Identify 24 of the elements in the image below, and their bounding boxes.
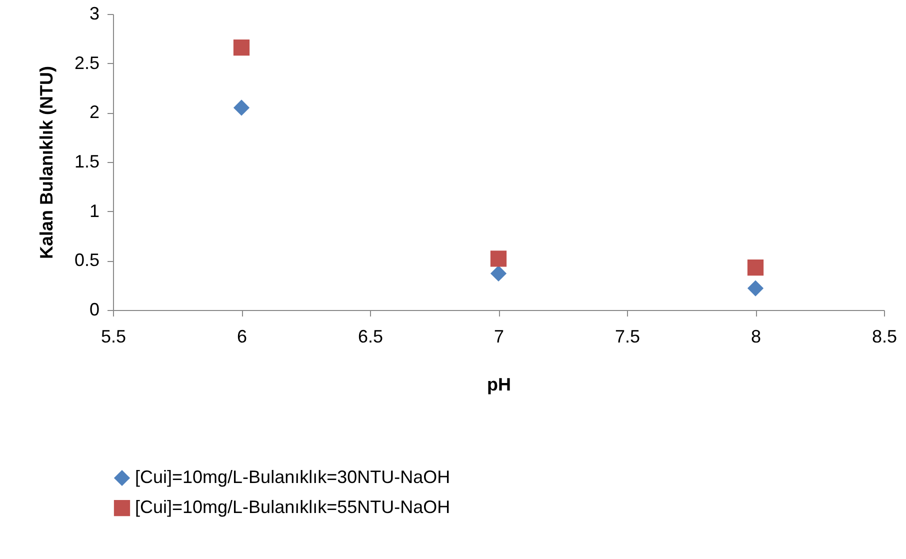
x-tick-label: 6.5 bbox=[358, 326, 384, 346]
y-tick-label: 2.5 bbox=[74, 52, 100, 73]
x-tick-label: 8.5 bbox=[872, 326, 898, 346]
y-tick-label: 1.5 bbox=[74, 152, 100, 172]
legend-label: [Cui]=10mg/L-Bulanıklık=30NTU-NaOH bbox=[135, 467, 450, 487]
x-tick-label: 6 bbox=[236, 326, 248, 346]
y-axis-title: Kalan Bulanıklık (NTU) bbox=[36, 66, 56, 260]
y-tick-label: 1 bbox=[89, 200, 100, 221]
legend-label: [Cui]=10mg/L-Bulanıklık=55NTU-NaOH bbox=[135, 497, 450, 517]
x-axis-title: pH bbox=[487, 374, 511, 394]
x-tick-label: 7.5 bbox=[614, 326, 640, 346]
y-tick-label: 2 bbox=[89, 102, 100, 122]
y-tick-label: 0 bbox=[89, 300, 100, 320]
x-tick-label: 7 bbox=[494, 326, 504, 346]
point bbox=[747, 280, 764, 296]
point bbox=[233, 100, 250, 116]
y-tick-label: 0.5 bbox=[74, 250, 100, 270]
x-tick-label: 5.5 bbox=[100, 326, 126, 346]
point bbox=[747, 260, 764, 276]
point bbox=[233, 39, 250, 56]
x-tick-label: 8 bbox=[750, 326, 762, 346]
y-tick-label: 3 bbox=[89, 4, 100, 24]
point bbox=[490, 250, 507, 267]
point bbox=[490, 265, 507, 282]
